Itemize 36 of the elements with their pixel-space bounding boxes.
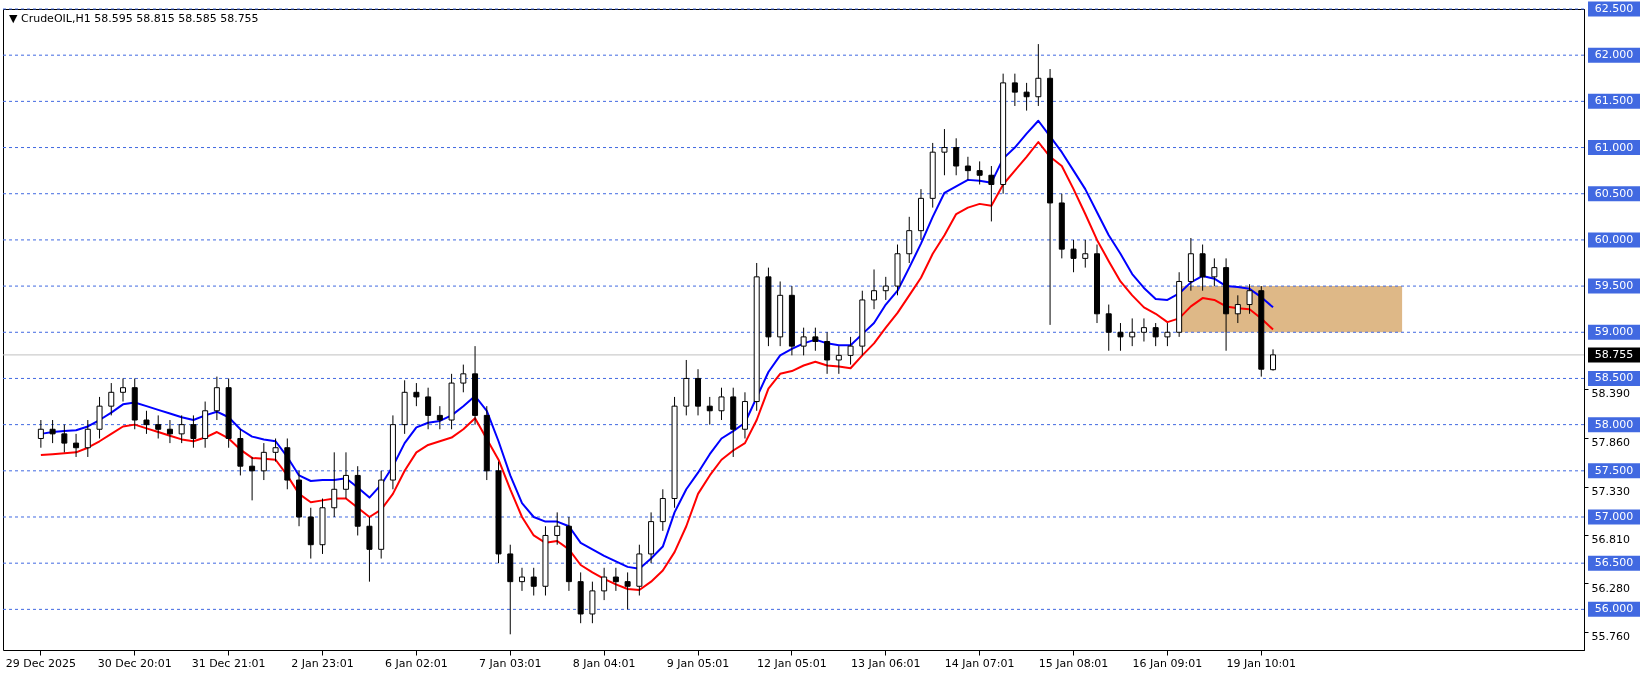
y-tick-label: 56.810 — [1591, 533, 1630, 547]
x-tick-label: 6 Jan 02:01 — [385, 656, 448, 670]
x-tick-label: 7 Jan 03:01 — [478, 656, 542, 670]
y-tick-label: 58.390 — [1591, 387, 1630, 401]
x-tick-label: 31 Dec 21:01 — [191, 656, 266, 670]
ref-line-label: 61.500 — [1594, 94, 1634, 108]
x-tick-label: 8 Jan 04:01 — [572, 656, 636, 670]
x-tick-label: 13 Jan 06:01 — [850, 656, 921, 670]
ref-line-label: 58.755 — [1594, 347, 1634, 361]
x-tick-label: 9 Jan 05:01 — [666, 656, 730, 670]
ref-line-label: 57.000 — [1594, 510, 1634, 523]
y-tick-label: 57.330 — [1591, 485, 1630, 499]
ref-line-label: 58.000 — [1594, 417, 1634, 431]
x-tick-label: 2 Jan 23:01 — [291, 656, 354, 670]
ref-line-label: 60.500 — [1594, 186, 1634, 200]
ref-line-label: 62.000 — [1594, 48, 1634, 62]
x-tick-label: 14 Jan 07:01 — [944, 656, 1015, 670]
y-tick-label: 56.280 — [1591, 582, 1630, 595]
ref-line-label: 59.500 — [1594, 279, 1634, 293]
x-tick-label: 15 Jan 08:01 — [1038, 656, 1109, 670]
ref-line-label: 59.000 — [1594, 325, 1634, 339]
ref-line-label: 57.500 — [1594, 463, 1634, 477]
x-tick-label: 30 Dec 20:01 — [97, 656, 172, 670]
ref-line-label: 56.500 — [1594, 556, 1634, 570]
x-tick-label: 12 Jan 05:01 — [757, 656, 827, 670]
y-tick-label: 57.860 — [1591, 436, 1630, 450]
chart-title: ▼ CrudeOIL,H1 58.595 58.815 58.585 58.755 — [9, 12, 259, 25]
y-tick-label: 55.760 — [1591, 630, 1630, 644]
x-tick-label: 29 Dec 2025 — [5, 656, 77, 670]
ref-line-label: 58.500 — [1594, 371, 1634, 385]
ref-line-label: 60.000 — [1594, 232, 1634, 246]
x-tick-label: 19 Jan 10:01 — [1226, 656, 1297, 670]
ref-line-label: 62.500 — [1594, 2, 1634, 15]
ref-line-label: 56.000 — [1594, 602, 1634, 616]
x-tick-label: 16 Jan 09:01 — [1132, 656, 1203, 670]
ref-line-label: 61.000 — [1594, 140, 1634, 154]
